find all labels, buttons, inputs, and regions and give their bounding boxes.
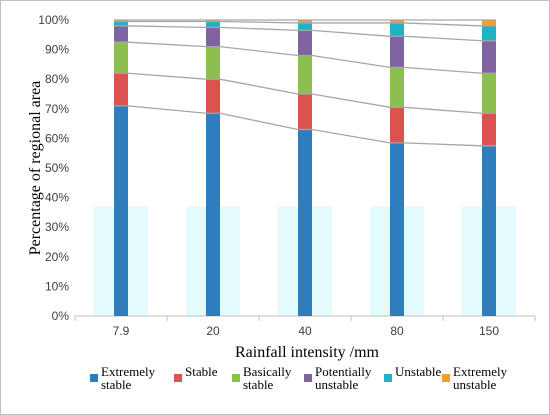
y-tick-label: 70% — [45, 102, 69, 116]
y-tick-label: 0% — [52, 309, 70, 323]
legend-label: Extremely stable — [101, 364, 156, 392]
bar-segment-stable — [114, 73, 128, 106]
legend-item: Extremely stable — [90, 365, 163, 391]
y-tick-label: 60% — [45, 131, 69, 145]
x-tick-label: 40 — [298, 324, 312, 338]
legend-label: Stable — [185, 364, 218, 379]
legend-swatch — [384, 374, 392, 382]
bar-segment-unstable — [114, 21, 128, 26]
x-axis-title: Rainfall intensity /mm — [235, 344, 380, 361]
bar-segment-basically-stable — [114, 42, 128, 74]
legend-item: Unstable — [384, 365, 457, 382]
bar-segment-extremely-unstable — [482, 20, 496, 26]
bar-segment-stable — [390, 107, 404, 143]
x-tick-label: 150 — [479, 324, 499, 338]
y-tick-label: 30% — [45, 220, 69, 234]
bar-segment-basically-stable — [482, 73, 496, 114]
bar-segment-extremely-stable — [206, 113, 220, 317]
legend-label: Potentially unstable — [315, 364, 372, 392]
legend-item: Basically stable — [232, 365, 305, 391]
x-tick-label: 80 — [390, 324, 404, 338]
y-tick-label: 20% — [45, 250, 69, 264]
series-connector-line — [114, 20, 496, 27]
legend-swatch — [442, 374, 450, 382]
legend-label: Basically stable — [243, 364, 292, 392]
x-tick-label: 20 — [206, 324, 220, 338]
y-tick-label: 100% — [38, 13, 69, 27]
bar-segment-potentially-unstable — [206, 27, 220, 47]
y-tick-label: 50% — [45, 161, 69, 175]
y-tick-label: 90% — [45, 43, 69, 57]
bar-segment-unstable — [482, 25, 496, 41]
bar-segment-extremely-stable — [482, 145, 496, 316]
bar-segment-basically-stable — [206, 46, 220, 80]
bar-segment-stable — [482, 113, 496, 146]
legend-swatch — [232, 374, 240, 382]
series-connector-line — [114, 25, 496, 42]
bar-segment-extremely-unstable — [114, 20, 128, 22]
bar-segment-extremely-stable — [114, 105, 128, 316]
bar-segment-unstable — [206, 21, 220, 28]
bar-segment-extremely-stable — [298, 129, 312, 316]
legend-swatch — [304, 374, 312, 382]
legend-label: Extremely unstable — [453, 364, 508, 392]
bar-segment-extremely-unstable — [298, 20, 312, 23]
legend-label: Unstable — [395, 364, 442, 379]
bar-segment-basically-stable — [298, 55, 312, 94]
bar-segment-extremely-unstable — [206, 20, 220, 22]
bar-segment-potentially-unstable — [298, 30, 312, 56]
legend-swatch — [90, 374, 98, 382]
y-tick-label: 80% — [45, 72, 69, 86]
x-tick-label: 7.9 — [113, 324, 130, 338]
series-connector-line — [114, 41, 496, 74]
legend-swatch — [174, 374, 182, 382]
bar-segment-stable — [206, 79, 220, 114]
bar-segment-potentially-unstable — [390, 36, 404, 68]
series-connector-line — [114, 72, 496, 114]
series-connector-line — [114, 105, 496, 147]
bar-segment-extremely-unstable — [390, 20, 404, 23]
bar-segment-basically-stable — [390, 67, 404, 108]
legend-item: Potentially unstable — [304, 365, 377, 391]
bar-segment-unstable — [298, 22, 312, 31]
bar-segment-potentially-unstable — [114, 25, 128, 43]
y-tick-label: 40% — [45, 191, 69, 205]
bar-segment-stable — [298, 94, 312, 130]
y-axis-title: Percentage of regional area — [27, 81, 44, 256]
legend-item: Stable — [174, 365, 247, 382]
y-tick-label: 10% — [45, 279, 69, 293]
chart-legend: Extremely stable Stable Basically stable Po… — [90, 365, 550, 411]
legend-item: Extremely unstable — [442, 365, 515, 391]
bar-segment-extremely-stable — [390, 142, 404, 316]
bar-segment-unstable — [390, 22, 404, 37]
bar-segment-potentially-unstable — [482, 40, 496, 74]
